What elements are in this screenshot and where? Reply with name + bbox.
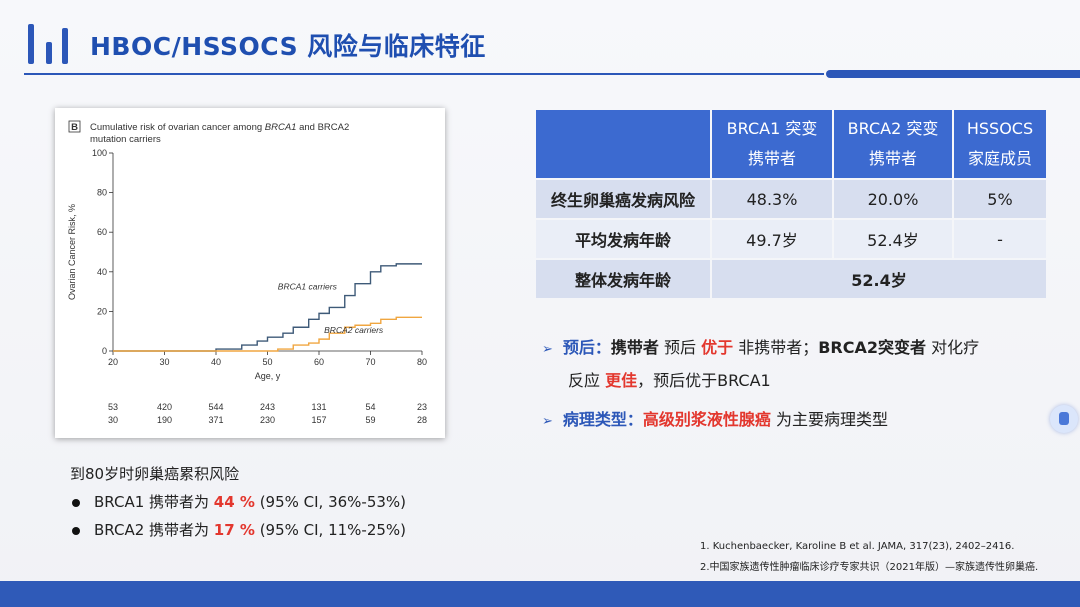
title-decoration (24, 24, 72, 64)
number-at-risk-brca2: 30 (108, 415, 118, 425)
y-tick-label: 60 (97, 227, 107, 237)
risk-item-brca1: BRCA1 携带者为 44 % (95% CI, 36%-53%) (72, 491, 406, 512)
chart-caption-line1: Cumulative risk of ovarian cancer among … (90, 122, 349, 133)
x-tick-label: 20 (108, 357, 118, 367)
chart-series: BRCA1 carriers BRCA2 carriers (113, 263, 422, 352)
reference-1: 1. Kuchenbaecker, Karoline B et al. JAMA… (700, 541, 1015, 552)
cell-value: 20.0% (834, 180, 952, 218)
row-label: 终生卵巢癌发病风险 (536, 180, 710, 218)
risk-table: BRCA1 突变 携带者 BRCA2 突变 携带者 HSSOCS 家庭成员 终生卵巢癌… (534, 108, 1048, 300)
risk-item-brca2: BRCA2 携带者为 17 % (95% CI, 11%-25%) (72, 519, 406, 540)
number-at-risk-brca1: 420 (157, 402, 172, 412)
number-at-risk-brca1: 131 (311, 402, 326, 412)
y-tick-label: 20 (97, 306, 107, 316)
table-header-row: BRCA1 突变 携带者 BRCA2 突变 携带者 HSSOCS 家庭成员 (536, 110, 1046, 178)
row-label: 平均发病年龄 (536, 220, 710, 258)
y-tick-label: 40 (97, 267, 107, 277)
chart-svg: B Cumulative risk of ovarian cancer amon… (67, 120, 427, 425)
assistant-icon (1059, 412, 1069, 425)
references: 1. Kuchenbaecker, Karoline B et al. JAMA… (700, 536, 1038, 578)
cell-value: - (954, 220, 1046, 258)
chart-figure: B Cumulative risk of ovarian cancer amon… (55, 108, 445, 438)
bullet-dot-icon (72, 526, 80, 535)
x-tick-label: 30 (159, 357, 169, 367)
y-axis-label: Ovarian Cancer Risk, % (67, 204, 77, 300)
bullet-prognosis: ➢ 预后：携带者 预后 优于 非携带者；BRCA2突变者 对化疗 (542, 338, 980, 357)
number-at-risk-brca2: 371 (208, 415, 223, 425)
table-header-hssocs: HSSOCS 家庭成员 (954, 110, 1046, 178)
arrow-bullet-icon: ➢ (542, 342, 553, 357)
row-label: 整体发病年龄 (536, 260, 710, 298)
x-tick-label: 50 (262, 357, 272, 367)
number-at-risk-brca1: 243 (260, 402, 275, 412)
panel-letter: B (71, 122, 78, 133)
risk-summary-heading: 到80岁时卵巢癌累积风险 (70, 465, 240, 483)
table-row: 平均发病年龄 49.7岁 52.4岁 - (536, 220, 1046, 258)
floating-assistant-button[interactable] (1050, 405, 1078, 433)
footer-bar (0, 581, 1080, 607)
x-tick-label: 60 (314, 357, 324, 367)
number-at-risk-brca2: 190 (157, 415, 172, 425)
number-at-risk-brca1: 544 (208, 402, 223, 412)
table-row: 终生卵巢癌发病风险 48.3% 20.0% 5% (536, 180, 1046, 218)
bullet-dot-icon (72, 498, 80, 507)
bullet-prognosis-line2: 反应 更佳，预后优于BRCA1 (568, 371, 771, 390)
number-at-risk-table: 53 30 420 190 544 371 243 230 131 157 54 59 23 28 (108, 402, 427, 425)
cell-value: 48.3% (712, 180, 832, 218)
y-tick-label: 0 (102, 346, 107, 356)
series-line-brca2 (113, 316, 422, 352)
y-tick-label: 80 (97, 188, 107, 198)
panel-letter-box (68, 120, 81, 133)
number-at-risk-brca2: 157 (311, 415, 326, 425)
title-rule-accent (826, 70, 1080, 78)
table-header-brca1: BRCA1 突变 携带者 (712, 110, 832, 178)
number-at-risk-brca1: 54 (365, 402, 375, 412)
number-at-risk-brca2: 59 (365, 415, 375, 425)
title-rule (24, 73, 824, 75)
number-at-risk-brca1: 23 (417, 402, 427, 412)
slide-title: HBOC/HSSOCS 风险与临床特征 (90, 32, 486, 61)
bullet-pathology: ➢ 病理类型：高级别浆液性腺癌 为主要病理类型 (542, 410, 889, 429)
x-tick-label: 80 (417, 357, 427, 367)
x-tick-label: 40 (211, 357, 221, 367)
number-at-risk-brca1: 53 (108, 402, 118, 412)
series-label-brca1: BRCA1 carriers (278, 282, 338, 292)
cell-value-merged: 52.4岁 (712, 260, 1046, 298)
number-at-risk-brca2: 28 (417, 415, 427, 425)
chart-caption-line2: mutation carriers (90, 134, 161, 145)
table-header-brca2: BRCA2 突变 携带者 (834, 110, 952, 178)
x-tick-label: 70 (365, 357, 375, 367)
reference-2: 2.中国家族遗传性肿瘤临床诊疗专家共识（2021年版）—家族遗传性卵巢癌. (700, 562, 1039, 573)
cell-value: 5% (954, 180, 1046, 218)
table-row: 整体发病年龄 52.4岁 (536, 260, 1046, 298)
cell-value: 49.7岁 (712, 220, 832, 258)
table-corner-cell (536, 110, 710, 178)
cell-value: 52.4岁 (834, 220, 952, 258)
series-label-brca2: BRCA2 carriers (324, 325, 384, 335)
y-tick-label: 100 (92, 148, 107, 158)
series-line-brca1 (113, 263, 422, 352)
arrow-bullet-icon: ➢ (542, 414, 553, 429)
number-at-risk-brca2: 230 (260, 415, 275, 425)
x-axis-label: Age, y (255, 371, 281, 381)
